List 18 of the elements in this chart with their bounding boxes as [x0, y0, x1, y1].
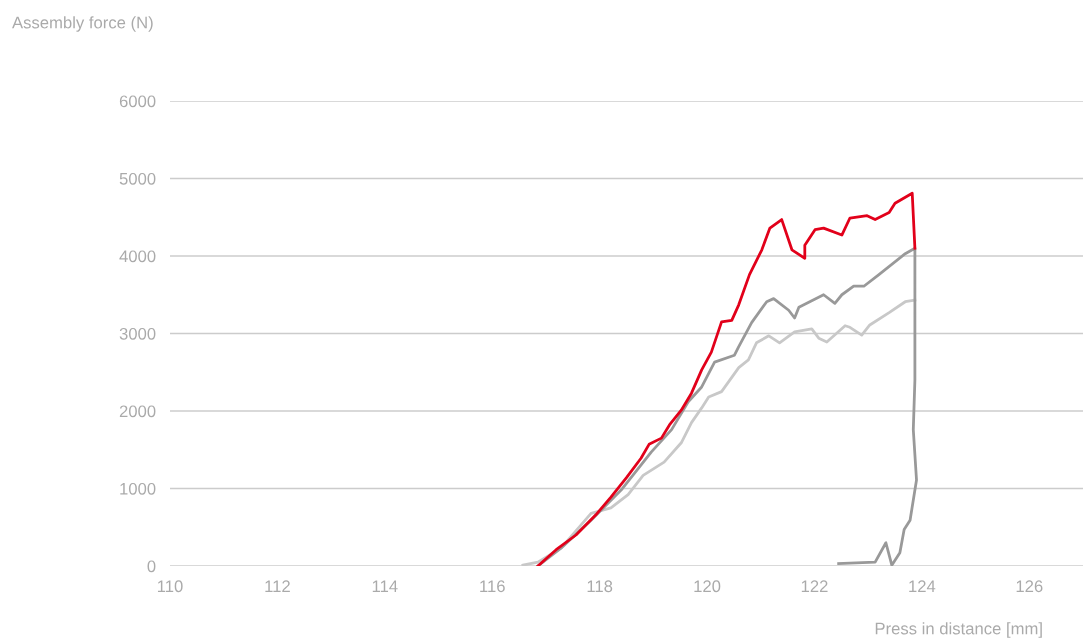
y-tick-label: 5000 — [119, 172, 156, 185]
x-tick-label: 116 — [480, 580, 505, 593]
y-tick-label: 0 — [147, 560, 156, 573]
y-tick-label: 6000 — [119, 95, 156, 108]
x-tick-label: 124 — [909, 580, 936, 592]
x-tick-label: 126 — [1016, 580, 1043, 593]
y-axis-title: Assembly force (N) — [12, 16, 153, 32]
x-axis-title: Press in distance [mm] — [875, 622, 1042, 638]
x-tick-label: 112 — [265, 580, 290, 592]
x-tick-label: 122 — [801, 580, 828, 592]
x-tick-label: 118 — [587, 580, 613, 593]
y-tick-label: 3000 — [119, 327, 156, 340]
y-tick-label: 4000 — [119, 250, 156, 263]
x-tick-label: 110 — [157, 580, 183, 593]
y-tick-label: 1000 — [120, 482, 156, 495]
x-tick-label: 114 — [372, 580, 398, 592]
x-tick-label: 120 — [694, 580, 721, 593]
y-tick-label: 2000 — [119, 405, 156, 418]
